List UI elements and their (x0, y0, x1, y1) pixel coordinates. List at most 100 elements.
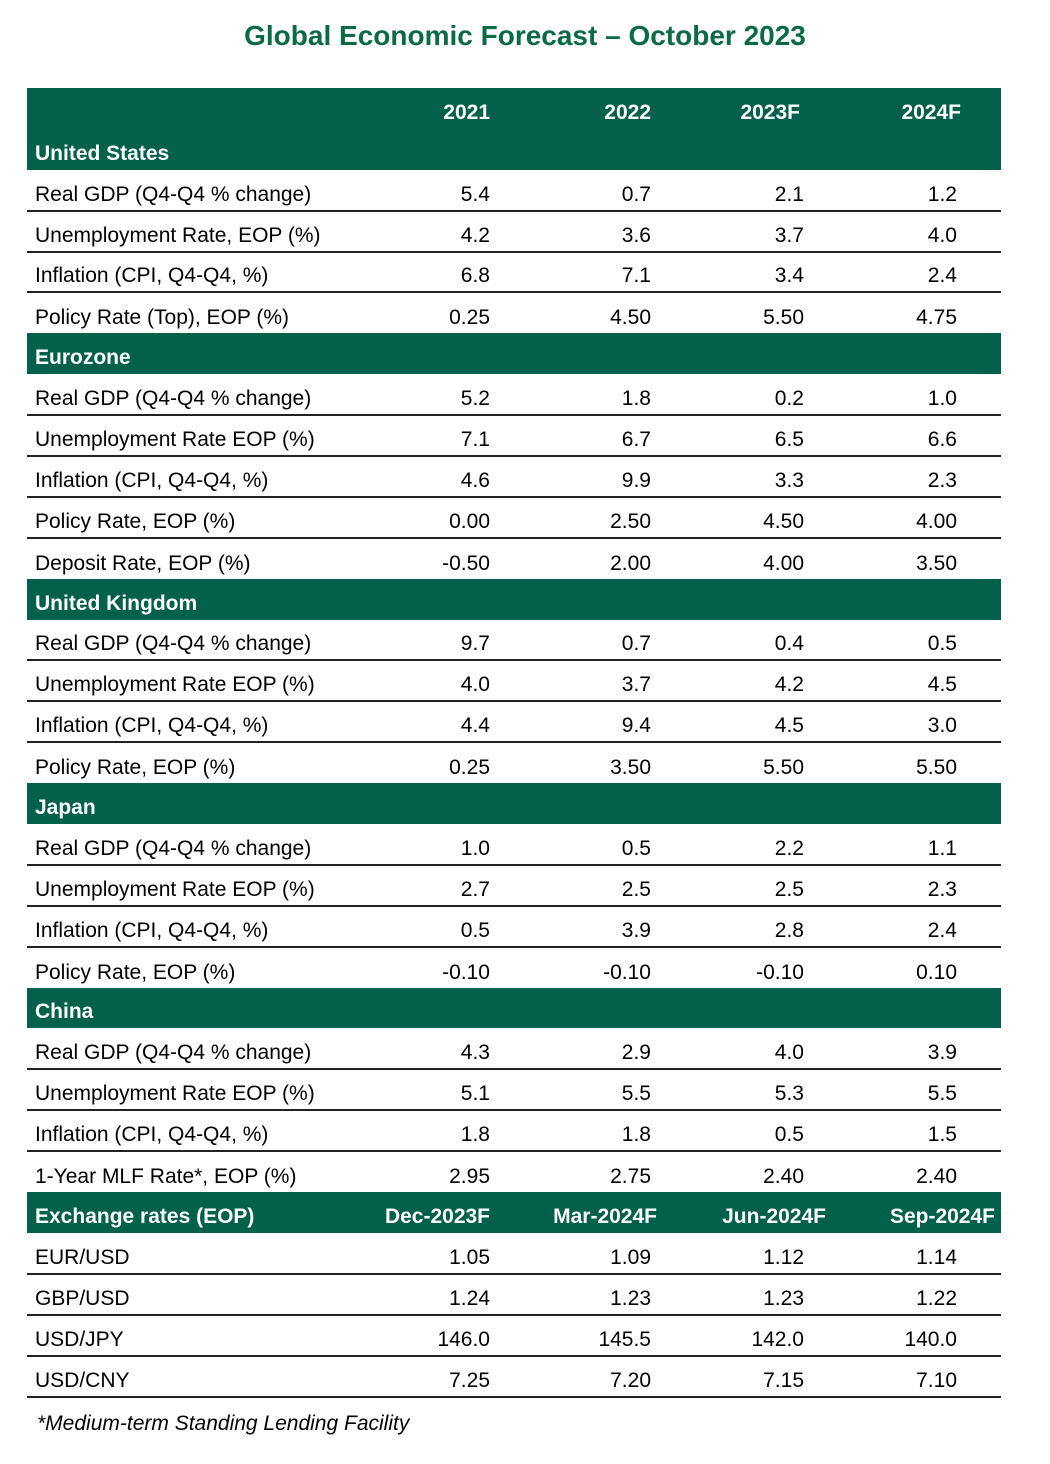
row-label: Inflation (CPI, Q4-Q4, %) (27, 251, 357, 294)
value-cell: 1.0 (840, 374, 1001, 417)
table-row: Inflation (CPI, Q4-Q4, %) 1.8 1.8 0.5 1.5 (27, 1110, 1001, 1153)
table-row: Real GDP (Q4-Q4 % change) 5.4 0.7 2.1 1.2 (27, 169, 1001, 212)
value-cell: 3.7 (679, 210, 840, 253)
table-row: Inflation (CPI, Q4-Q4, %) 6.8 7.1 3.4 2.4 (27, 251, 1001, 294)
fx-pair-label: EUR/USD (27, 1232, 357, 1275)
value-cell: 1.8 (518, 1110, 679, 1153)
value-cell: 1.8 (357, 1110, 518, 1153)
row-label: Unemployment Rate EOP (%) (27, 660, 357, 703)
fx-row: EUR/USD 1.05 1.09 1.12 1.14 (27, 1232, 1001, 1275)
value-cell: 4.3 (357, 1028, 518, 1071)
section-name: Eurozone (27, 333, 1001, 375)
row-label: Unemployment Rate EOP (%) (27, 415, 357, 458)
section-header-row: United States (27, 128, 1001, 170)
table-row: Deposit Rate, EOP (%) -0.50 2.00 4.00 3.50 (27, 538, 1001, 579)
value-cell: 5.50 (763, 756, 804, 780)
value-cell: 6.6 (840, 415, 1001, 458)
value-cell: 2.8 (679, 905, 840, 948)
forecast-table: 2021 2022 2023F 2024F United States Real GDP … (27, 88, 1001, 1398)
value-cell: 5.5 (840, 1069, 1001, 1112)
table-row: Unemployment Rate, EOP (%) 4.2 3.6 3.7 4.0 (27, 210, 1001, 253)
value-cell: 4.4 (357, 701, 518, 744)
fx-value-cell: 1.23 (518, 1273, 679, 1316)
value-cell: 2.3 (840, 864, 1001, 907)
value-cell: 2.2 (679, 824, 840, 866)
value-cell: 2.4 (840, 251, 1001, 294)
value-cell: 4.5 (679, 701, 840, 744)
fx-header-cell: Dec-2023F (357, 1192, 518, 1233)
row-label: Real GDP (Q4-Q4 % change) (27, 169, 357, 212)
table-row: Real GDP (Q4-Q4 % change) 9.7 0.7 0.4 0.5 (27, 619, 1001, 662)
value-cell: 0.10 (916, 960, 957, 984)
value-cell: 3.3 (679, 456, 840, 498)
value-cell: 4.0 (840, 210, 1001, 253)
table-row: Policy Rate, EOP (%) -0.10 -0.10 -0.10 0.10 (27, 947, 1001, 988)
row-label: 1-Year MLF Rate*, EOP (%) (35, 1165, 297, 1189)
value-cell: 3.9 (840, 1028, 1001, 1071)
value-cell: 1.0 (357, 824, 518, 866)
table-row: Policy Rate, EOP (%) 0.25 3.50 5.50 5.50 (27, 742, 1001, 783)
value-cell: 5.2 (357, 374, 518, 417)
fx-value-cell: 146.0 (357, 1314, 518, 1357)
value-cell: 3.7 (518, 660, 679, 703)
year-header-cell: 2021 (357, 88, 518, 129)
value-cell: 0.5 (518, 824, 679, 866)
value-cell: 4.00 (840, 496, 1001, 539)
value-cell: -0.10 (603, 960, 651, 984)
value-cell: 6.5 (679, 415, 840, 458)
value-cell: 2.00 (610, 551, 651, 575)
fx-header-cell: Sep-2024F (840, 1192, 1001, 1233)
value-cell: 4.5 (840, 660, 1001, 703)
fx-value-cell: 140.0 (840, 1314, 1001, 1357)
fx-value-cell: 1.14 (840, 1232, 1001, 1275)
fx-value-cell: 7.25 (357, 1355, 518, 1398)
value-cell: 5.1 (357, 1069, 518, 1112)
section-header-row: Eurozone (27, 333, 1001, 375)
year-header-cell: 2023F (679, 88, 840, 129)
fx-header-cell: Jun-2024F (679, 1192, 840, 1233)
row-label: Policy Rate (Top), EOP (%) (35, 306, 290, 330)
row-label: Unemployment Rate EOP (%) (27, 864, 357, 907)
table-row: Policy Rate, EOP (%) 0.00 2.50 4.50 4.00 (27, 496, 1001, 539)
value-cell: 1.5 (840, 1110, 1001, 1153)
row-label: Policy Rate, EOP (%) (35, 960, 236, 984)
row-label: Unemployment Rate, EOP (%) (27, 210, 357, 253)
value-cell: 4.2 (679, 660, 840, 703)
section-header-row: United Kingdom (27, 578, 1001, 620)
row-label: Inflation (CPI, Q4-Q4, %) (27, 701, 357, 744)
fx-header-cell: Mar-2024F (518, 1192, 679, 1233)
page-title: Global Economic Forecast – October 2023 (244, 20, 806, 51)
table-row: Inflation (CPI, Q4-Q4, %) 4.4 9.4 4.5 3.0 (27, 701, 1001, 744)
value-cell: 0.00 (357, 496, 518, 539)
header-label (27, 88, 357, 129)
value-cell: 0.2 (679, 374, 840, 417)
value-cell: 2.7 (357, 864, 518, 907)
table-row: Real GDP (Q4-Q4 % change) 5.2 1.8 0.2 1.0 (27, 374, 1001, 417)
value-cell: 0.25 (449, 756, 490, 780)
table-row: Real GDP (Q4-Q4 % change) 1.0 0.5 2.2 1.1 (27, 824, 1001, 866)
fx-value-cell: 1.24 (357, 1273, 518, 1316)
fx-value-cell: 7.10 (840, 1355, 1001, 1398)
year-header-row: 2021 2022 2023F 2024F (27, 88, 1001, 129)
fx-value-cell: 7.20 (518, 1355, 679, 1398)
value-cell: 5.5 (518, 1069, 679, 1112)
value-cell: 1.2 (840, 169, 1001, 212)
fx-value-cell: 1.23 (679, 1273, 840, 1316)
value-cell: 5.3 (679, 1069, 840, 1112)
table-row: Unemployment Rate EOP (%) 5.1 5.5 5.3 5.5 (27, 1069, 1001, 1112)
table-row: 1-Year MLF Rate*, EOP (%) 2.95 2.75 2.40 2.4… (27, 1151, 1001, 1192)
value-cell: 2.95 (449, 1165, 490, 1189)
fx-value-cell: 1.09 (518, 1232, 679, 1275)
section-name: China (27, 987, 1001, 1029)
row-label: Policy Rate, EOP (%) (35, 756, 236, 780)
table-row: Unemployment Rate EOP (%) 2.7 2.5 2.5 2.3 (27, 864, 1001, 907)
year-header-cell: 2022 (518, 88, 679, 129)
forecast-table-body: 2021 2022 2023F 2024F United States Real GDP … (27, 88, 1001, 1398)
fx-pair-label: USD/CNY (27, 1355, 357, 1398)
section-name: United Kingdom (27, 578, 1001, 620)
value-cell: 4.00 (763, 551, 804, 575)
value-cell: 1.1 (840, 824, 1001, 866)
value-cell: -0.10 (756, 960, 804, 984)
value-cell: 0.5 (840, 619, 1001, 662)
value-cell: 2.40 (916, 1165, 957, 1189)
